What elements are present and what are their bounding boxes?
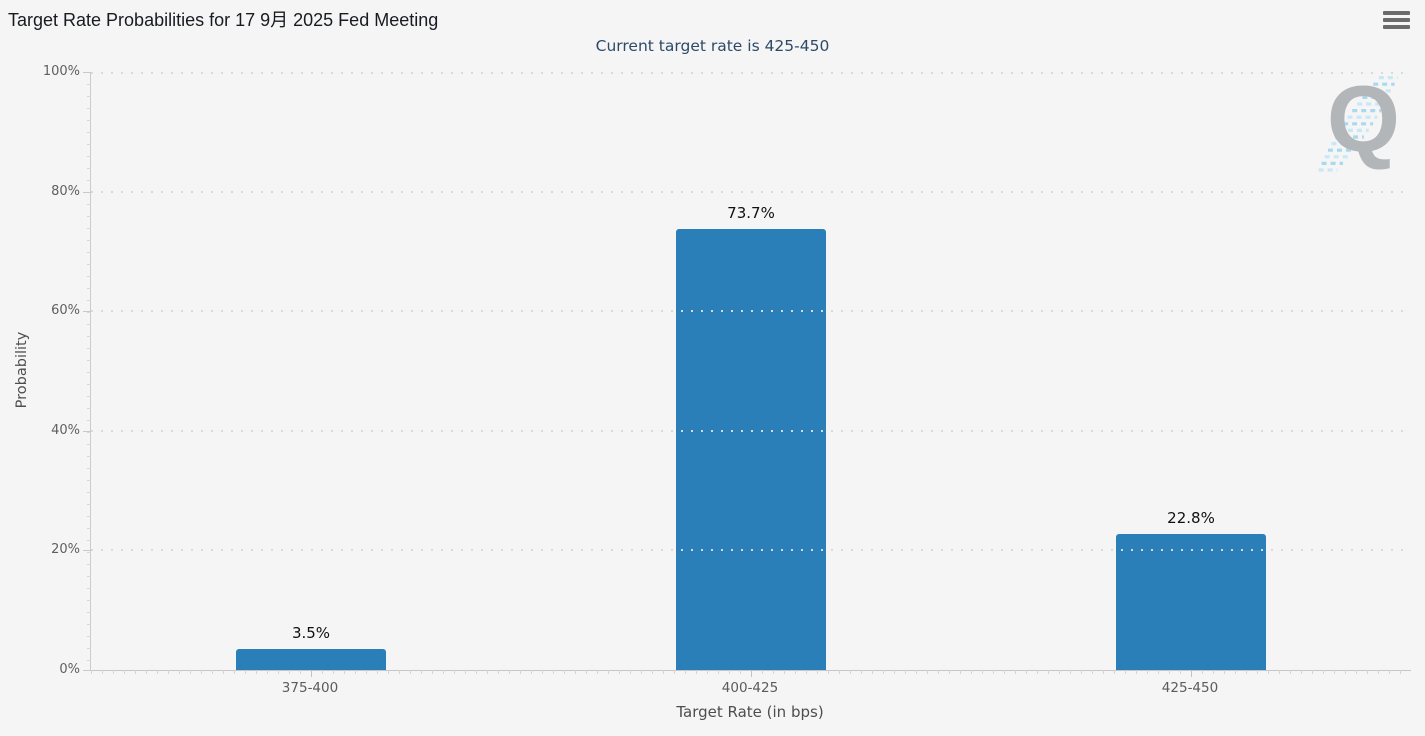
y-axis-tick xyxy=(83,191,91,193)
gridline xyxy=(91,429,1411,432)
x-axis-tick xyxy=(751,670,752,677)
y-axis-tick xyxy=(83,430,91,432)
hamburger-bar xyxy=(1383,18,1410,22)
bar-column: 3.5% xyxy=(91,72,531,670)
x-axis-title: Target Rate (in bps) xyxy=(676,703,824,721)
probability-bar[interactable] xyxy=(1116,533,1266,670)
y-axis-tick xyxy=(83,550,91,552)
y-axis-tick-label: 100% xyxy=(42,64,80,79)
y-axis-tick xyxy=(83,311,91,313)
x-axis-tick-label: 425-450 xyxy=(1161,680,1219,696)
probability-bar[interactable] xyxy=(236,649,386,670)
bar-value-label: 73.7% xyxy=(727,204,775,223)
chart-title: Target Rate Probabilities for 17 9月 2025… xyxy=(8,10,439,30)
y-axis-minor-ticks xyxy=(87,72,91,670)
y-axis-title: Probability xyxy=(14,331,30,409)
hamburger-bar xyxy=(1383,25,1410,29)
y-axis-tick-label: 0% xyxy=(59,662,80,677)
bars-container: 3.5% 73.7% 22.8% xyxy=(91,72,1411,670)
hamburger-bar xyxy=(1383,11,1410,15)
gridline xyxy=(91,549,1411,552)
bar-value-label: 3.5% xyxy=(291,624,331,643)
x-axis-tick-label: 375-400 xyxy=(281,680,339,696)
x-axis-tick xyxy=(311,670,312,677)
y-axis-tick-label: 20% xyxy=(51,542,80,558)
x-axis-tick-label: 400-425 xyxy=(721,680,779,696)
bar-value-label: 22.8% xyxy=(1167,508,1215,527)
gridline xyxy=(91,310,1411,313)
y-axis-tick-label: 40% xyxy=(51,422,80,438)
y-axis-tick-label: 80% xyxy=(51,183,80,199)
y-axis-tick xyxy=(83,670,91,671)
bar-column: 73.7% xyxy=(531,72,971,670)
plot-area: 3.5% 73.7% 22.8% xyxy=(83,72,1411,677)
probability-bar[interactable] xyxy=(676,229,826,670)
gridline xyxy=(91,190,1411,193)
bar-column: 22.8% xyxy=(971,72,1411,670)
x-axis-tick-labels: 375-400 400-425 425-450 xyxy=(90,680,1410,696)
y-axis-tick xyxy=(83,72,91,73)
y-axis-tick-label: 60% xyxy=(51,303,80,319)
hamburger-menu-icon[interactable] xyxy=(1383,11,1410,29)
gridline xyxy=(91,72,1411,74)
x-axis-tick xyxy=(1191,670,1192,677)
chart-subtitle: Current target rate is 425-450 xyxy=(595,37,830,55)
